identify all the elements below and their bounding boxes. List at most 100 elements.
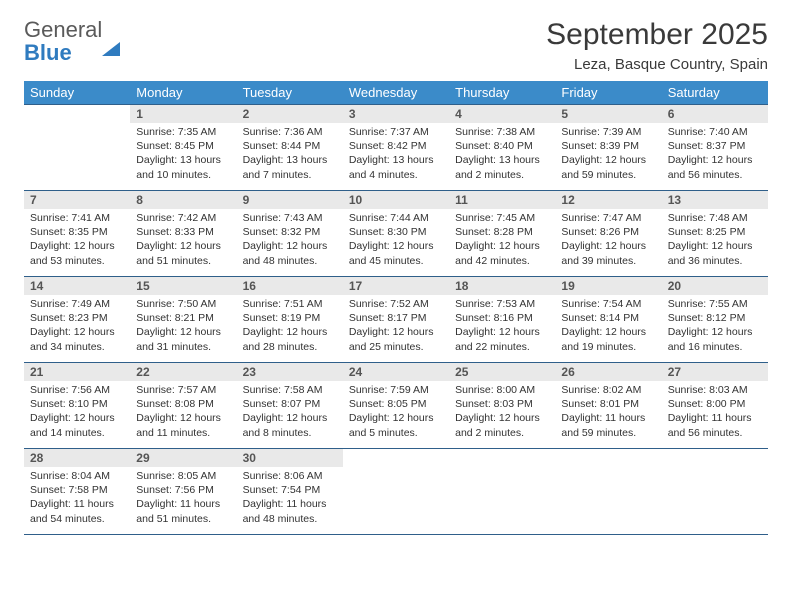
calendar-cell: .. — [555, 449, 661, 535]
day-info: Sunrise: 7:52 AMSunset: 8:17 PMDaylight:… — [343, 295, 449, 358]
daylight-text: Daylight: 11 hours and 54 minutes. — [30, 497, 124, 525]
sunrise-text: Sunrise: 7:55 AM — [668, 297, 762, 311]
sunrise-text: Sunrise: 7:48 AM — [668, 211, 762, 225]
sunset-text: Sunset: 8:44 PM — [243, 139, 337, 153]
calendar-cell: .. — [662, 449, 768, 535]
day-number: 24 — [343, 363, 449, 381]
calendar-cell: 30Sunrise: 8:06 AMSunset: 7:54 PMDayligh… — [237, 449, 343, 535]
calendar-cell: 20Sunrise: 7:55 AMSunset: 8:12 PMDayligh… — [662, 277, 768, 363]
calendar-cell: 19Sunrise: 7:54 AMSunset: 8:14 PMDayligh… — [555, 277, 661, 363]
calendar-page: General Blue September 2025 Leza, Basque… — [0, 0, 792, 553]
sunset-text: Sunset: 8:42 PM — [349, 139, 443, 153]
logo-line2: Blue — [24, 40, 72, 65]
logo-line1: General — [24, 17, 102, 42]
daylight-text: Daylight: 12 hours and 39 minutes. — [561, 239, 655, 267]
weekday-header: Saturday — [662, 81, 768, 105]
daylight-text: Daylight: 12 hours and 19 minutes. — [561, 325, 655, 353]
sunrise-text: Sunrise: 7:45 AM — [455, 211, 549, 225]
calendar-row: 7Sunrise: 7:41 AMSunset: 8:35 PMDaylight… — [24, 191, 768, 277]
calendar-cell: 6Sunrise: 7:40 AMSunset: 8:37 PMDaylight… — [662, 105, 768, 191]
daylight-text: Daylight: 13 hours and 2 minutes. — [455, 153, 549, 181]
daylight-text: Daylight: 12 hours and 36 minutes. — [668, 239, 762, 267]
daylight-text: Daylight: 12 hours and 28 minutes. — [243, 325, 337, 353]
day-number: 28 — [24, 449, 130, 467]
daylight-text: Daylight: 12 hours and 53 minutes. — [30, 239, 124, 267]
sunrise-text: Sunrise: 7:58 AM — [243, 383, 337, 397]
sunset-text: Sunset: 8:23 PM — [30, 311, 124, 325]
calendar-row: 21Sunrise: 7:56 AMSunset: 8:10 PMDayligh… — [24, 363, 768, 449]
day-number: 11 — [449, 191, 555, 209]
day-number: 17 — [343, 277, 449, 295]
title-block: September 2025 Leza, Basque Country, Spa… — [546, 18, 768, 73]
day-info: Sunrise: 7:40 AMSunset: 8:37 PMDaylight:… — [662, 123, 768, 186]
sunrise-text: Sunrise: 7:39 AM — [561, 125, 655, 139]
day-info: Sunrise: 8:04 AMSunset: 7:58 PMDaylight:… — [24, 467, 130, 530]
day-number: 18 — [449, 277, 555, 295]
daylight-text: Daylight: 12 hours and 45 minutes. — [349, 239, 443, 267]
calendar-cell: 10Sunrise: 7:44 AMSunset: 8:30 PMDayligh… — [343, 191, 449, 277]
calendar-cell: .. — [343, 449, 449, 535]
calendar-cell: 24Sunrise: 7:59 AMSunset: 8:05 PMDayligh… — [343, 363, 449, 449]
day-info: Sunrise: 7:47 AMSunset: 8:26 PMDaylight:… — [555, 209, 661, 272]
day-number: 12 — [555, 191, 661, 209]
daylight-text: Daylight: 11 hours and 48 minutes. — [243, 497, 337, 525]
day-number: 22 — [130, 363, 236, 381]
logo-text: General Blue — [24, 18, 120, 64]
daylight-text: Daylight: 12 hours and 22 minutes. — [455, 325, 549, 353]
day-info: Sunrise: 7:39 AMSunset: 8:39 PMDaylight:… — [555, 123, 661, 186]
weekday-header-row: Sunday Monday Tuesday Wednesday Thursday… — [24, 81, 768, 105]
day-number: 23 — [237, 363, 343, 381]
weekday-header: Sunday — [24, 81, 130, 105]
sunrise-text: Sunrise: 7:44 AM — [349, 211, 443, 225]
day-info: Sunrise: 7:48 AMSunset: 8:25 PMDaylight:… — [662, 209, 768, 272]
day-info: Sunrise: 7:57 AMSunset: 8:08 PMDaylight:… — [130, 381, 236, 444]
daylight-text: Daylight: 12 hours and 42 minutes. — [455, 239, 549, 267]
day-number: 30 — [237, 449, 343, 467]
day-info: Sunrise: 7:50 AMSunset: 8:21 PMDaylight:… — [130, 295, 236, 358]
logo: General Blue — [24, 18, 120, 64]
calendar-cell: 26Sunrise: 8:02 AMSunset: 8:01 PMDayligh… — [555, 363, 661, 449]
daylight-text: Daylight: 12 hours and 5 minutes. — [349, 411, 443, 439]
day-info: Sunrise: 7:41 AMSunset: 8:35 PMDaylight:… — [24, 209, 130, 272]
daylight-text: Daylight: 12 hours and 2 minutes. — [455, 411, 549, 439]
daylight-text: Daylight: 11 hours and 56 minutes. — [668, 411, 762, 439]
day-info: Sunrise: 7:51 AMSunset: 8:19 PMDaylight:… — [237, 295, 343, 358]
calendar-cell: 5Sunrise: 7:39 AMSunset: 8:39 PMDaylight… — [555, 105, 661, 191]
sunset-text: Sunset: 8:32 PM — [243, 225, 337, 239]
day-number: 19 — [555, 277, 661, 295]
daylight-text: Daylight: 12 hours and 11 minutes. — [136, 411, 230, 439]
location-text: Leza, Basque Country, Spain — [546, 56, 768, 73]
sunset-text: Sunset: 8:17 PM — [349, 311, 443, 325]
day-number: 13 — [662, 191, 768, 209]
daylight-text: Daylight: 12 hours and 59 minutes. — [561, 153, 655, 181]
sunset-text: Sunset: 8:26 PM — [561, 225, 655, 239]
weekday-header: Thursday — [449, 81, 555, 105]
sunrise-text: Sunrise: 7:36 AM — [243, 125, 337, 139]
logo-triangle-icon — [102, 17, 120, 56]
sunset-text: Sunset: 8:45 PM — [136, 139, 230, 153]
sunset-text: Sunset: 7:54 PM — [243, 483, 337, 497]
calendar-cell: 8Sunrise: 7:42 AMSunset: 8:33 PMDaylight… — [130, 191, 236, 277]
page-header: General Blue September 2025 Leza, Basque… — [24, 18, 768, 73]
calendar-cell: 2Sunrise: 7:36 AMSunset: 8:44 PMDaylight… — [237, 105, 343, 191]
calendar-cell: .. — [449, 449, 555, 535]
daylight-text: Daylight: 11 hours and 59 minutes. — [561, 411, 655, 439]
sunrise-text: Sunrise: 7:42 AM — [136, 211, 230, 225]
sunset-text: Sunset: 7:56 PM — [136, 483, 230, 497]
daylight-text: Daylight: 12 hours and 34 minutes. — [30, 325, 124, 353]
sunset-text: Sunset: 8:03 PM — [455, 397, 549, 411]
sunrise-text: Sunrise: 8:05 AM — [136, 469, 230, 483]
day-info: Sunrise: 7:49 AMSunset: 8:23 PMDaylight:… — [24, 295, 130, 358]
daylight-text: Daylight: 12 hours and 25 minutes. — [349, 325, 443, 353]
sunset-text: Sunset: 8:30 PM — [349, 225, 443, 239]
sunset-text: Sunset: 8:28 PM — [455, 225, 549, 239]
sunrise-text: Sunrise: 8:04 AM — [30, 469, 124, 483]
calendar-cell: 14Sunrise: 7:49 AMSunset: 8:23 PMDayligh… — [24, 277, 130, 363]
sunset-text: Sunset: 8:14 PM — [561, 311, 655, 325]
day-info: Sunrise: 7:58 AMSunset: 8:07 PMDaylight:… — [237, 381, 343, 444]
sunset-text: Sunset: 8:19 PM — [243, 311, 337, 325]
day-info: Sunrise: 7:45 AMSunset: 8:28 PMDaylight:… — [449, 209, 555, 272]
sunset-text: Sunset: 8:12 PM — [668, 311, 762, 325]
weekday-header: Wednesday — [343, 81, 449, 105]
calendar-cell: 4Sunrise: 7:38 AMSunset: 8:40 PMDaylight… — [449, 105, 555, 191]
